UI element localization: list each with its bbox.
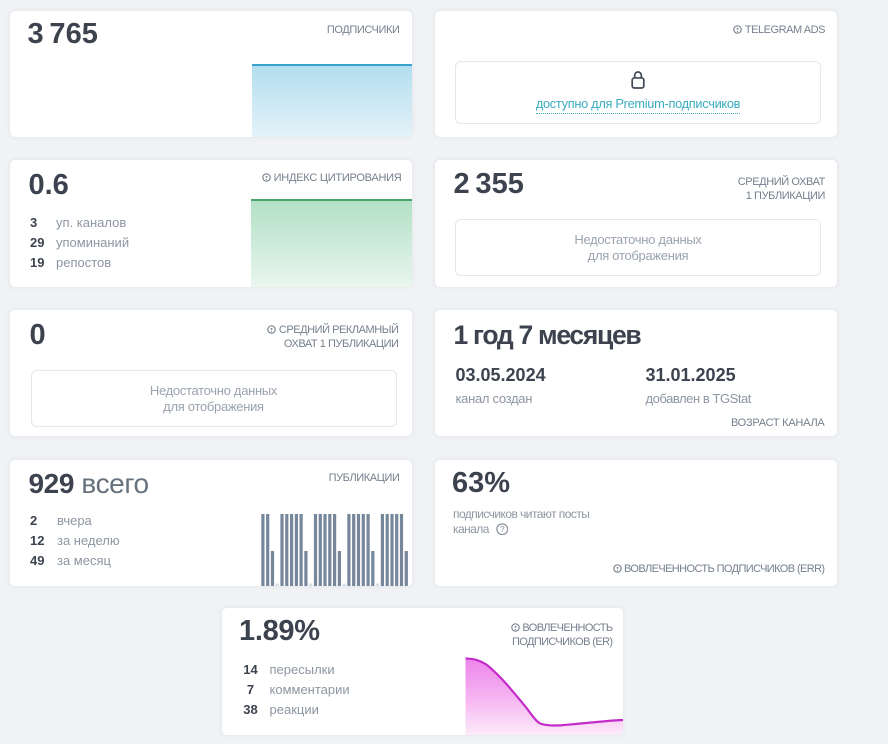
svg-text:?: ? <box>500 524 505 534</box>
